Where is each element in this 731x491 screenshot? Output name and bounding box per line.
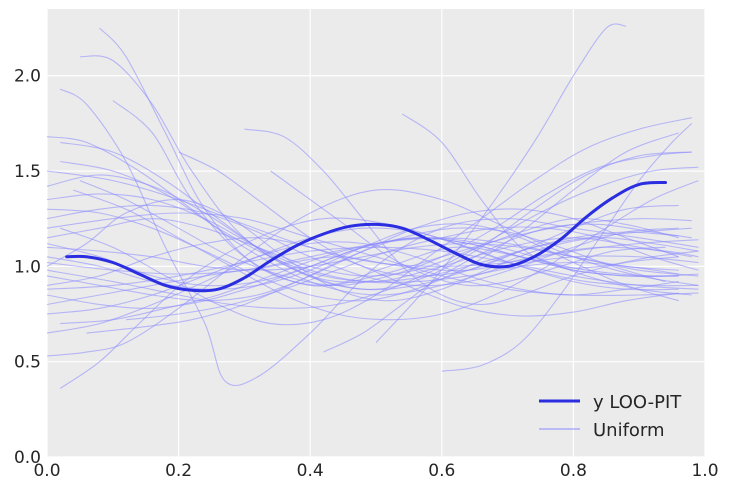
uniform-sample-line — [60, 160, 692, 283]
y-tick-label: 1.5 — [14, 162, 41, 182]
uniform-sample-line — [73, 180, 699, 321]
uniform-sample-line — [178, 151, 679, 277]
y-tick-label: 0.0 — [14, 448, 41, 468]
uniform-sample-line — [441, 123, 693, 372]
loo-pit-series — [65, 181, 667, 293]
uniform-sample-line — [46, 132, 679, 302]
x-axis-ticks: 0.0 0.2 0.4 0.6 0.8 1.0 — [33, 461, 718, 481]
uniform-sample-line — [46, 204, 679, 287]
x-tick-label: 0.4 — [297, 461, 324, 481]
legend-label-loo-pit: y LOO-PIT — [593, 392, 682, 413]
uniform-sample-line — [125, 226, 699, 321]
uniform-series — [46, 23, 699, 389]
uniform-sample-line — [46, 246, 699, 290]
uniform-sample-line — [46, 166, 699, 309]
y-tick-label: 2.0 — [14, 67, 41, 87]
y-tick-label: 0.5 — [14, 353, 41, 373]
uniform-sample-line — [323, 223, 692, 353]
uniform-sample-line — [46, 227, 679, 334]
legend-label-uniform: Uniform — [593, 420, 665, 441]
uniform-sample-line — [46, 237, 699, 277]
y-tick-label: 1.0 — [14, 257, 41, 277]
y-axis-ticks: 0.0 0.5 1.0 1.5 2.0 — [14, 67, 41, 468]
uniform-sample-line — [46, 170, 699, 267]
uniform-sample-line — [46, 212, 699, 297]
x-tick-label: 0.0 — [33, 461, 60, 481]
uniform-sample-line — [60, 141, 692, 290]
x-tick-label: 0.6 — [428, 461, 455, 481]
loo-pit-line — [65, 181, 667, 293]
legend: y LOO-PIT Uniform — [539, 392, 682, 441]
uniform-sample-line — [244, 128, 679, 306]
uniform-sample-line — [46, 136, 699, 296]
x-tick-label: 0.2 — [165, 461, 192, 481]
x-tick-label: 1.0 — [691, 461, 718, 481]
uniform-sample-line — [59, 217, 699, 389]
uniform-sample-line — [46, 199, 699, 302]
x-tick-label: 0.8 — [560, 461, 587, 481]
plot-area — [47, 9, 705, 457]
uniform-sample-line — [270, 170, 666, 287]
uniform-sample-line — [79, 151, 692, 286]
uniform-sample-line — [86, 227, 666, 334]
uniform-sample-line — [401, 113, 699, 269]
